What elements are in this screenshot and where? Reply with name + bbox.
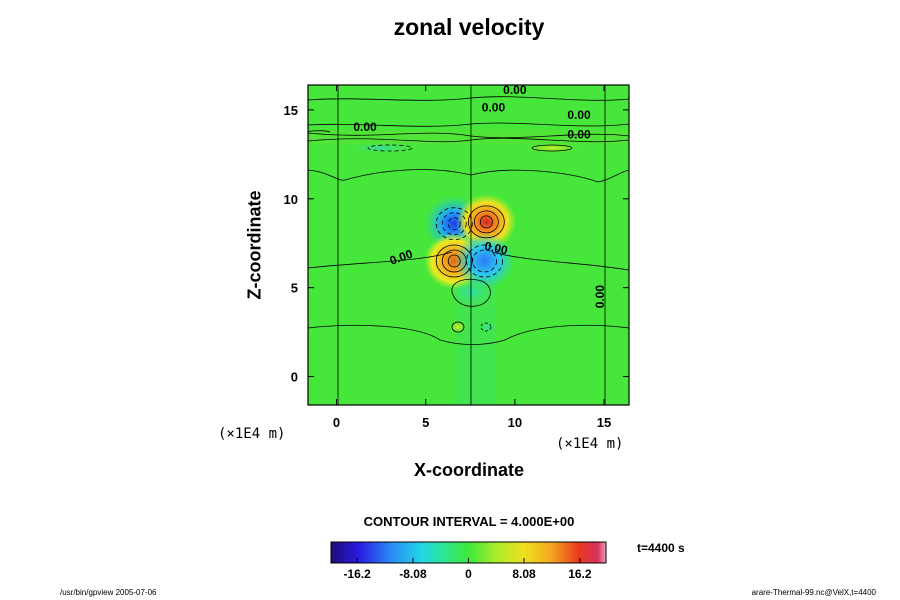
colorbar-tick-label: 8.08: [512, 567, 536, 581]
x-tick-label: 5: [422, 415, 429, 430]
x-tick-label: 15: [597, 415, 611, 430]
y-tick-label: 5: [291, 281, 298, 296]
contour-label: 0.00: [353, 120, 377, 134]
y-tick-label: 0: [291, 370, 298, 385]
footer-left: /usr/bin/gpview 2005-07-06: [60, 588, 157, 597]
y-tick-label: 15: [284, 103, 298, 118]
x-axis-label: X-coordinate: [413, 460, 524, 480]
contour-label: 0.00: [567, 108, 591, 122]
x-tick-label: 0: [333, 415, 340, 430]
plot-frame: [307, 84, 630, 406]
contour-label: 0.00: [567, 127, 591, 141]
colorbar-ticks: -16.2 -8.08 0 8.08 16.2: [343, 558, 592, 581]
chart-title: zonal velocity: [393, 14, 545, 40]
contour-label: 0.00: [483, 239, 509, 258]
colorbar-tick-label: -16.2: [343, 567, 371, 581]
contour-interval-label: CONTOUR INTERVAL = 4.000E+00: [363, 514, 575, 529]
y-tick-label: 10: [284, 192, 298, 207]
negative-extremum-lower: [454, 233, 515, 289]
contour-lines: [308, 85, 629, 405]
contour-extrema: [367, 144, 573, 333]
axis-ticks: 0 5 10 15 0 5 10 15: [284, 85, 629, 430]
x-tick-label: 10: [508, 415, 522, 430]
x-unit-label-right: (×1E4 m): [556, 436, 624, 452]
colorbar-tick-label: 16.2: [568, 567, 592, 581]
time-label: t=4400 s: [637, 541, 685, 555]
colorbar-tick-label: -8.08: [399, 567, 427, 581]
y-axis-label: Z-coordinate: [244, 190, 265, 300]
heatmap-field: 0.000.000.000.000.000.000.000.00: [308, 85, 629, 405]
colorbar: -16.2 -8.08 0 8.08 16.2: [330, 541, 607, 581]
contour-label: 0.00: [482, 101, 506, 115]
colorbar-tick-label: 0: [465, 567, 472, 581]
contour-label: 0.00: [593, 285, 607, 309]
footer-right: arare-Thermal-99.nc@VelX,t=4400: [751, 588, 876, 597]
x-unit-label-left: (×1E4 m): [218, 426, 286, 442]
